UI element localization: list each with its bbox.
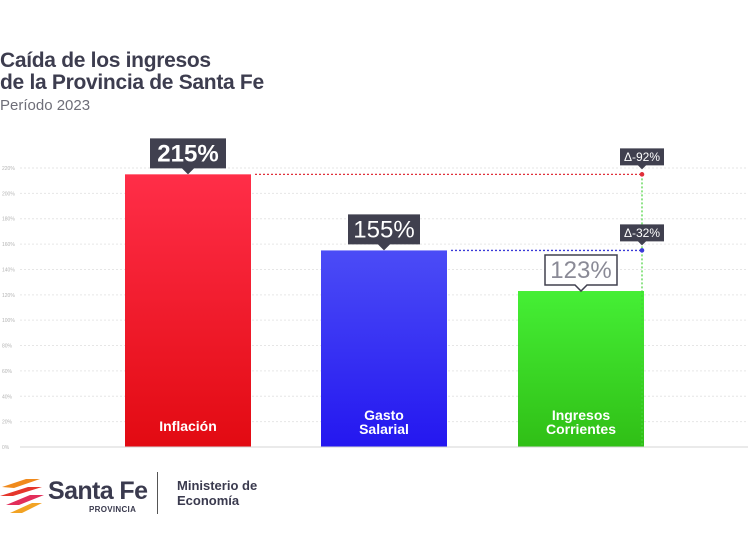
y-tick-label: 180% bbox=[2, 217, 15, 223]
value-badge bbox=[348, 214, 420, 251]
title-line-1: Caída de los ingresos bbox=[0, 49, 211, 72]
ministry-line-2: Economía bbox=[177, 493, 240, 508]
y-tick-label: 40% bbox=[2, 394, 13, 400]
annotation-dot bbox=[639, 248, 645, 253]
y-tick-label: 120% bbox=[2, 293, 15, 299]
annotation-label: Δ-92% bbox=[624, 150, 660, 164]
category-label: Inflación bbox=[159, 418, 217, 434]
footer-logos: Santa Fe PROVINCIA Ministerio de Economí… bbox=[0, 468, 300, 528]
y-tick-label: 140% bbox=[2, 267, 15, 273]
value-label: 123% bbox=[550, 257, 611, 284]
y-tick-label: 160% bbox=[2, 242, 15, 248]
y-tick-label: 100% bbox=[2, 318, 15, 324]
category-label: Gasto Salarial bbox=[359, 407, 409, 437]
chart-subtitle: Período 2023 bbox=[0, 97, 91, 114]
title-line-2: de la Provincia de Santa Fe bbox=[0, 71, 264, 94]
y-tick-label: 20% bbox=[2, 420, 13, 426]
annotation-dot bbox=[639, 172, 645, 177]
value-badge bbox=[544, 254, 618, 293]
ministry-line-1: Ministerio de bbox=[177, 478, 258, 493]
value-label: 215% bbox=[157, 140, 218, 167]
y-tick-label: 200% bbox=[2, 191, 15, 197]
y-tick-label: 80% bbox=[2, 344, 13, 350]
bar bbox=[321, 250, 447, 447]
brand-name: Santa Fe bbox=[48, 477, 148, 505]
y-tick-label: 220% bbox=[2, 166, 15, 172]
value-badge bbox=[150, 138, 226, 175]
logo-divider bbox=[157, 472, 158, 514]
bar bbox=[518, 291, 644, 447]
santa-fe-emblem-icon bbox=[0, 479, 44, 513]
y-tick-label: 0% bbox=[2, 445, 10, 451]
category-label: Ingresos Corrientes bbox=[546, 407, 616, 437]
brand-subtitle: PROVINCIA bbox=[89, 505, 137, 514]
annotation-badge bbox=[620, 224, 664, 246]
annotation-label: Δ-32% bbox=[624, 226, 660, 240]
value-label: 155% bbox=[353, 216, 414, 243]
chart-title: Caída de los ingresos de la Provincia de… bbox=[0, 50, 264, 94]
annotation-badge bbox=[620, 148, 664, 170]
bar bbox=[125, 174, 251, 447]
ministry-name: Ministerio de Economía bbox=[177, 478, 257, 508]
y-tick-label: 60% bbox=[2, 369, 13, 375]
